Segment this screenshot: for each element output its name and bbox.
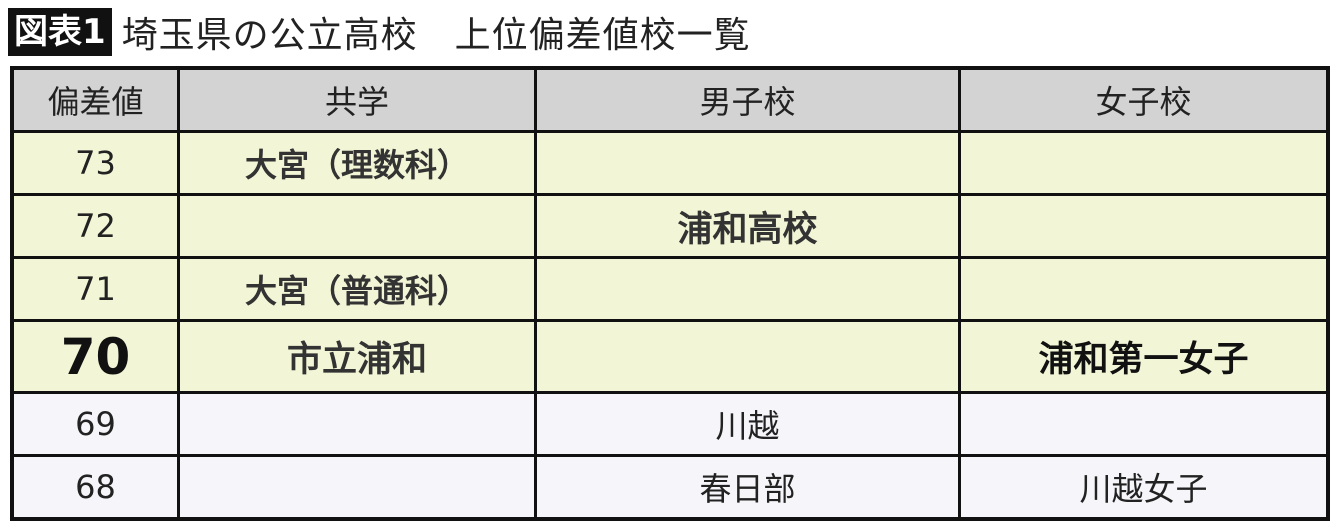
- title-text: 埼玉県の公立高校 上位偏差値校一覧: [121, 15, 751, 56]
- header-coed: 共学: [177, 66, 537, 133]
- boys-cell: 浦和高校: [534, 193, 961, 259]
- boys-cell: [534, 130, 961, 196]
- score-cell: 71: [10, 256, 180, 322]
- girls-cell: 浦和第一女子: [958, 319, 1330, 394]
- girls-cell: 川越女子: [958, 454, 1330, 521]
- table-row: 69 川越: [10, 391, 1330, 457]
- coed-cell: 市立浦和: [177, 319, 537, 394]
- score-cell: 72: [10, 193, 180, 259]
- coed-cell: [177, 391, 537, 457]
- boys-cell: 春日部: [534, 454, 961, 521]
- header-girls: 女子校: [958, 66, 1330, 133]
- coed-cell: 大宮（普通科）: [177, 256, 537, 322]
- score-cell: 73: [10, 130, 180, 196]
- ranking-table: 偏差値 共学 男子校 女子校 73 大宮（理数科） 72 浦和高校 71 大宮（…: [10, 66, 1330, 521]
- coed-cell: [177, 193, 537, 259]
- table-row: 73 大宮（理数科）: [10, 130, 1330, 196]
- coed-cell: [177, 454, 537, 521]
- boys-cell: [534, 256, 961, 322]
- score-cell: 69: [10, 391, 180, 457]
- coed-cell: 大宮（理数科）: [177, 130, 537, 196]
- header-score: 偏差値: [10, 66, 180, 133]
- girls-cell: [958, 391, 1330, 457]
- girls-cell: [958, 130, 1330, 196]
- table-row: 71 大宮（普通科）: [10, 256, 1330, 322]
- score-cell: 70: [10, 319, 180, 394]
- girls-cell: [958, 256, 1330, 322]
- header-row: 偏差値 共学 男子校 女子校: [10, 66, 1330, 133]
- boys-cell: [534, 319, 961, 394]
- score-cell: 68: [10, 454, 180, 521]
- figure-badge: 図表1: [8, 8, 112, 56]
- table-row: 72 浦和高校: [10, 193, 1330, 259]
- figure-title: 図表1 埼玉県の公立高校 上位偏差値校一覧: [8, 6, 751, 58]
- table-row: 68 春日部 川越女子: [10, 454, 1330, 521]
- boys-cell: 川越: [534, 391, 961, 457]
- header-boys: 男子校: [534, 66, 961, 133]
- table-row-emphasized: 70 市立浦和 浦和第一女子: [10, 319, 1330, 394]
- girls-cell: [958, 193, 1330, 259]
